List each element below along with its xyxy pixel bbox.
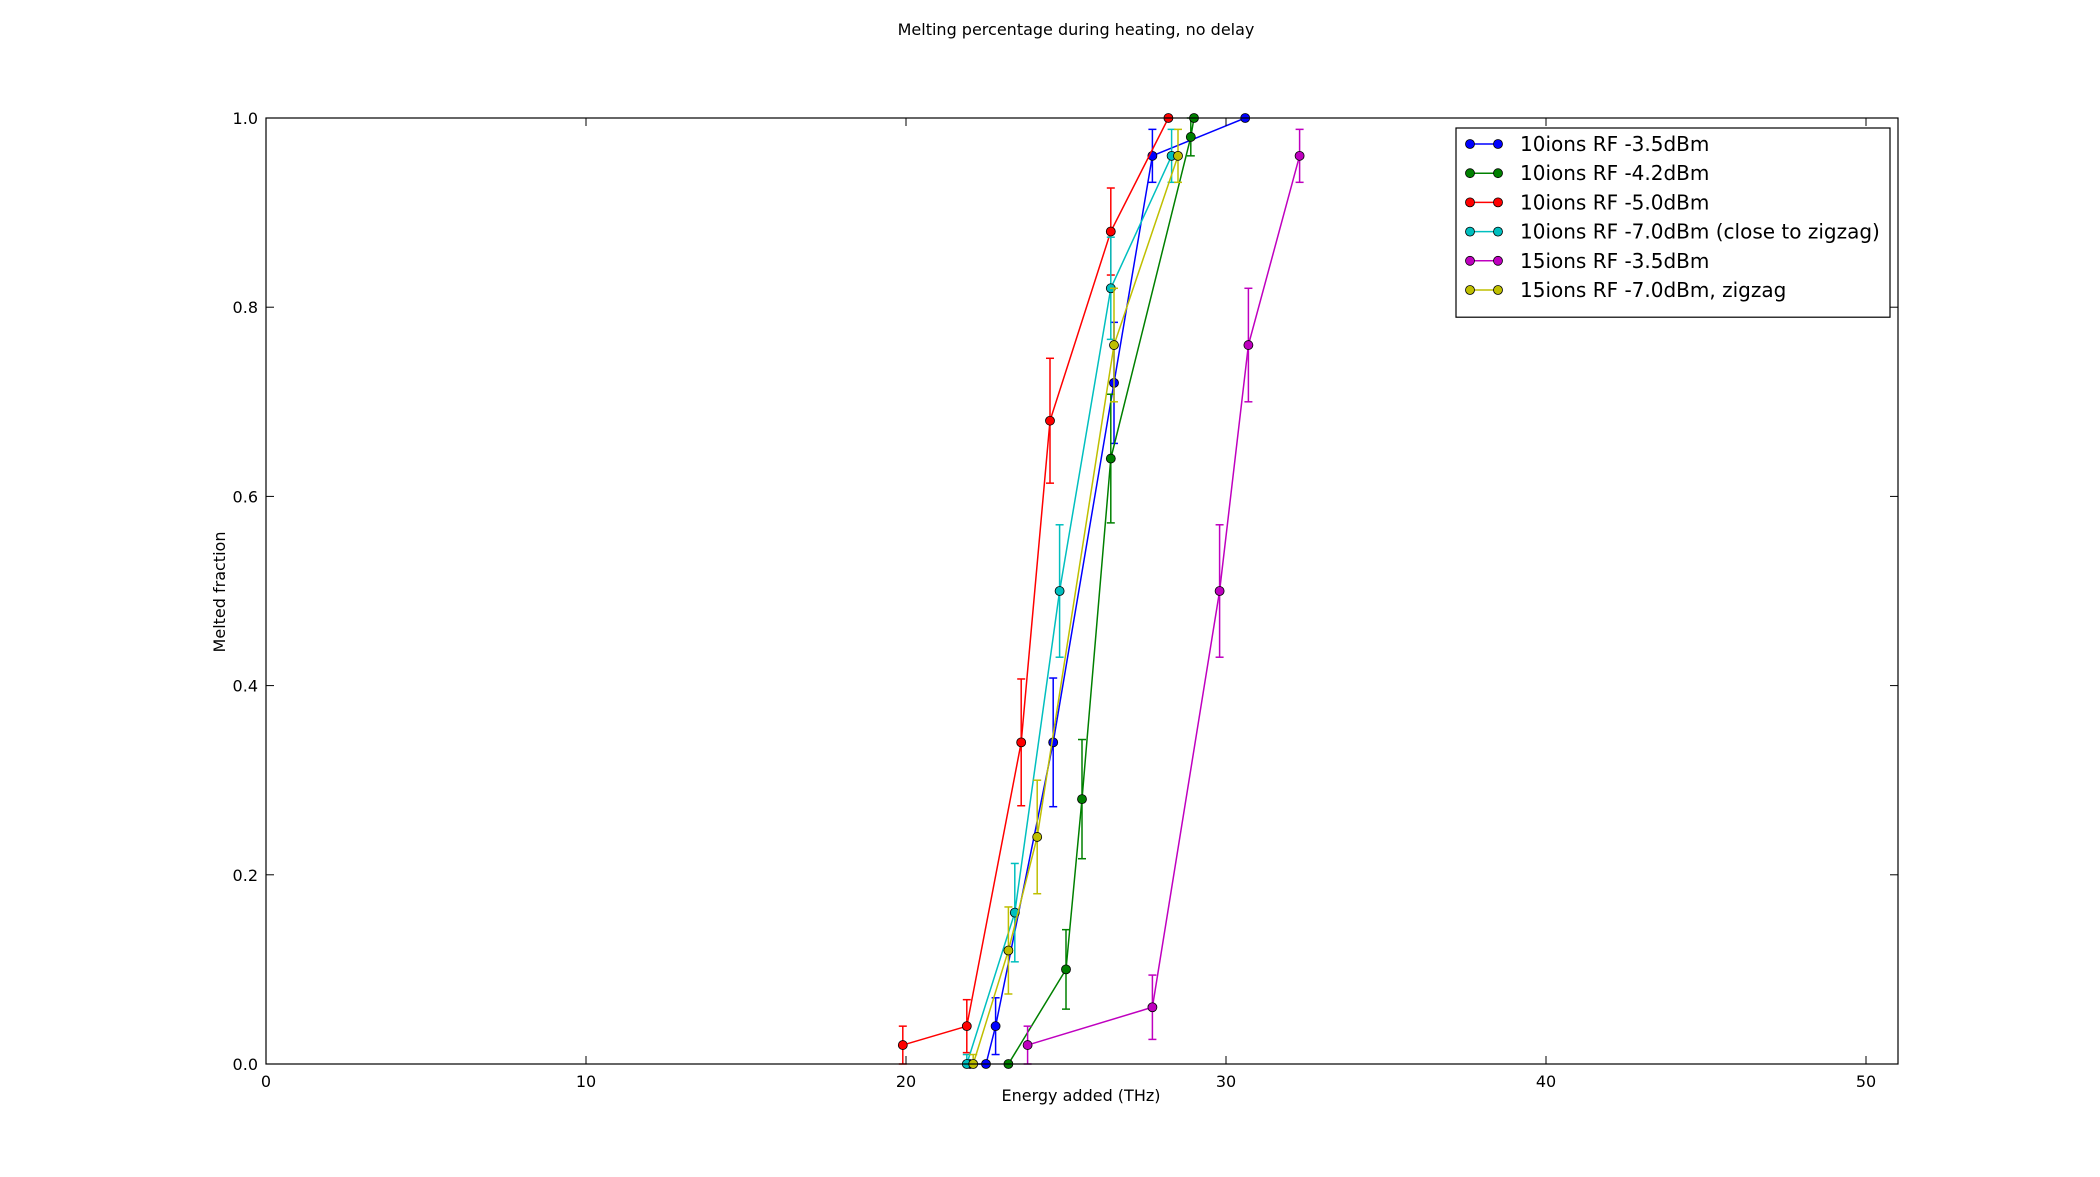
legend-marker xyxy=(1493,285,1503,295)
axes-frame xyxy=(265,117,1899,1065)
data-point xyxy=(961,1021,972,1032)
data-point xyxy=(990,1021,1001,1032)
x-tick-label: 20 xyxy=(896,1072,916,1091)
data-point xyxy=(1016,737,1027,748)
legend-label: 15ions RF -3.5dBm xyxy=(1520,249,1709,273)
data-point xyxy=(897,1040,908,1050)
legend-box xyxy=(1455,127,1891,318)
data-point xyxy=(1173,150,1183,161)
data-point xyxy=(1185,132,1196,142)
data-point xyxy=(1045,415,1055,426)
data-point xyxy=(1105,453,1116,464)
data-point xyxy=(1214,586,1225,596)
legend-marker xyxy=(1493,226,1503,237)
axes: 0 10 20 30 40 50 0.0 0.2 0.4 0.6 0.8 1.0 xyxy=(233,109,1899,1091)
series-5 xyxy=(1022,128,1305,1065)
legend-label: 10ions RF -3.5dBm xyxy=(1520,132,1709,156)
data-point xyxy=(1003,945,1014,956)
legend-marker xyxy=(1493,255,1503,266)
y-tick-label: 0.0 xyxy=(233,1055,258,1074)
legend-marker xyxy=(1465,139,1475,149)
x-tick-label: 50 xyxy=(1856,1072,1876,1091)
legend-marker xyxy=(1465,226,1475,237)
data-point xyxy=(1105,226,1116,237)
x-tick-label: 40 xyxy=(1536,1072,1556,1091)
data-point xyxy=(1061,964,1071,975)
x-tick-label: 0 xyxy=(261,1072,271,1091)
legend-label: 15ions RF -7.0dBm, zigzag xyxy=(1520,278,1786,302)
legend-marker xyxy=(1493,168,1503,179)
legend-entry-1: 10ions RF -3.5dBm xyxy=(1465,132,1709,156)
x-tick-label: 30 xyxy=(1216,1072,1236,1091)
legend-marker xyxy=(1493,197,1503,208)
y-tick-label: 0.4 xyxy=(233,677,258,696)
legend-marker xyxy=(1465,255,1475,266)
legend-entry-5: 15ions RF -3.5dBm xyxy=(1465,249,1709,273)
legend-label: 10ions RF -5.0dBm xyxy=(1520,190,1709,214)
x-axis-label: Energy added (THz) xyxy=(1002,1086,1161,1105)
y-tick-label: 0.2 xyxy=(233,866,258,885)
legend-marker xyxy=(1465,197,1475,208)
data-point xyxy=(1147,1002,1158,1013)
data-point xyxy=(1054,586,1065,596)
y-tick-label: 0.6 xyxy=(233,487,258,506)
y-axis-label: Melted fraction xyxy=(210,532,229,653)
series-6 xyxy=(968,128,1183,1069)
data-point xyxy=(1109,340,1119,350)
legend-entry-2: 10ions RF -4.2dBm xyxy=(1465,161,1709,185)
data-point xyxy=(1077,794,1087,805)
data-point xyxy=(1022,1040,1033,1050)
legend-entry-4: 10ions RF -7.0dBm (close to zigzag) xyxy=(1465,220,1880,244)
legend-marker xyxy=(1493,139,1503,149)
series-2 xyxy=(1003,113,1199,1069)
data-point xyxy=(1294,150,1305,161)
legend: 10ions RF -3.5dBm 10ions RF -4.2dBm 10ions… xyxy=(1455,127,1891,318)
series-line xyxy=(902,117,1170,1046)
series-3 xyxy=(897,113,1174,1065)
data-point xyxy=(1243,340,1254,350)
x-tick-label: 10 xyxy=(576,1072,596,1091)
legend-label: 10ions RF -7.0dBm (close to zigzag) xyxy=(1520,220,1880,244)
chart-title: Melting percentage during heating, no de… xyxy=(898,20,1255,39)
legend-entry-6: 15ions RF -7.0dBm, zigzag xyxy=(1465,278,1786,302)
legend-marker xyxy=(1465,285,1475,295)
y-tick-label: 1.0 xyxy=(233,109,258,128)
y-tick-label: 0.8 xyxy=(233,298,258,317)
legend-label: 10ions RF -4.2dBm xyxy=(1520,161,1709,185)
legend-entry-3: 10ions RF -5.0dBm xyxy=(1465,190,1709,214)
legend-marker xyxy=(1465,168,1475,179)
data-point xyxy=(1032,832,1043,842)
